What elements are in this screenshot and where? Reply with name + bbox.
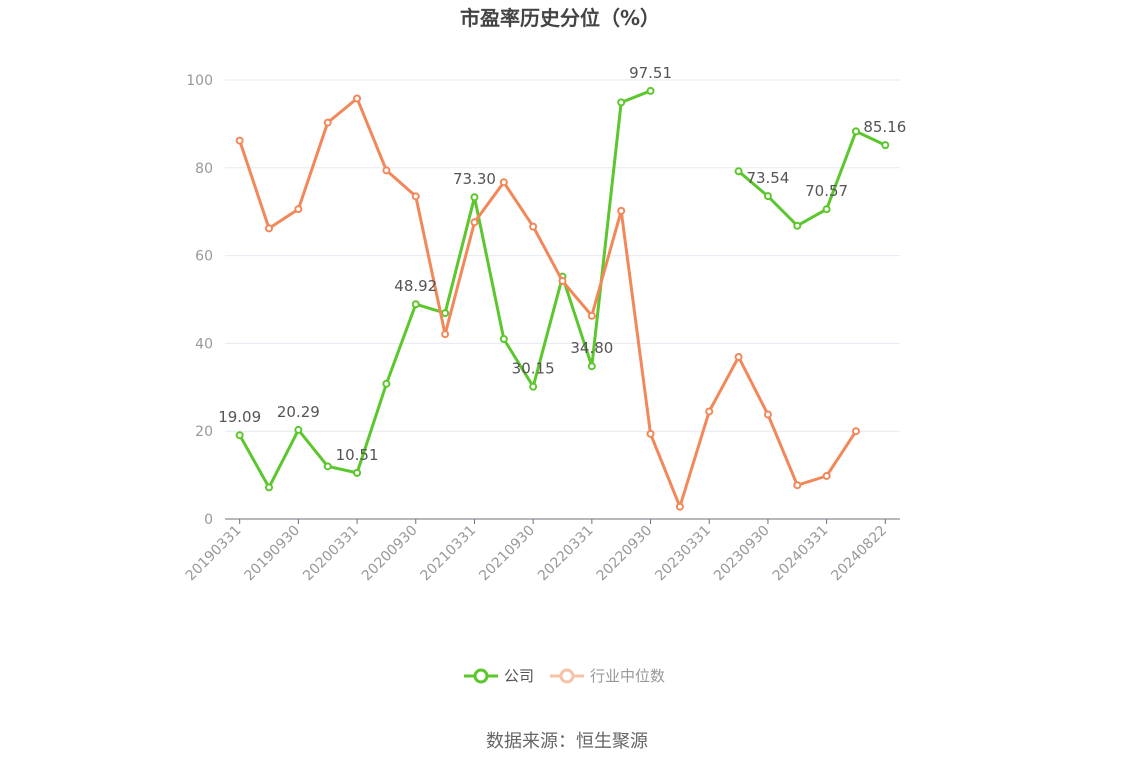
- data-point[interactable]: [617, 98, 626, 107]
- data-point[interactable]: [646, 429, 655, 438]
- data-point[interactable]: [646, 86, 655, 95]
- y-tick-label: 100: [186, 73, 213, 89]
- y-tick-label: 0: [204, 512, 213, 528]
- x-tick-label: 20200331: [300, 523, 362, 585]
- x-tick-label: 20210331: [418, 523, 480, 585]
- data-point[interactable]: [235, 136, 244, 145]
- data-point[interactable]: [881, 141, 890, 150]
- data-source: 数据来源：恒生聚源: [486, 731, 648, 752]
- x-tick-label: 20200930: [359, 523, 421, 585]
- data-point[interactable]: [265, 483, 274, 492]
- data-point[interactable]: [499, 178, 508, 187]
- data-point[interactable]: [822, 205, 831, 214]
- legend-company-label: 公司: [504, 667, 534, 685]
- data-point[interactable]: [382, 379, 391, 388]
- series-lines: [235, 86, 890, 511]
- legend-item-company[interactable]: 公司: [464, 667, 534, 685]
- y-tick-label: 60: [195, 249, 213, 265]
- data-point[interactable]: [587, 311, 596, 320]
- data-point[interactable]: [734, 167, 743, 176]
- data-point[interactable]: [675, 502, 684, 511]
- data-point[interactable]: [763, 410, 772, 419]
- data-point[interactable]: [470, 218, 479, 227]
- data-label: 10.51: [336, 446, 379, 464]
- data-point[interactable]: [529, 222, 538, 231]
- x-tick-label: 20190331: [183, 523, 245, 585]
- x-tick-label: 20240331: [770, 523, 832, 585]
- data-point[interactable]: [499, 335, 508, 344]
- series-line-0: [238, 89, 886, 489]
- data-point[interactable]: [617, 206, 626, 215]
- x-tick-label: 20230331: [652, 523, 714, 585]
- legend-company-marker: [473, 668, 489, 684]
- axes: 0 20 40 60 80 100 2019033120190930202003312020…: [183, 73, 900, 584]
- data-label: 19.09: [218, 408, 261, 426]
- data-label: 97.51: [629, 64, 672, 82]
- data-point[interactable]: [441, 309, 450, 318]
- data-point[interactable]: [470, 193, 479, 202]
- x-tick-label: 20240822: [828, 523, 890, 585]
- data-point[interactable]: [235, 431, 244, 440]
- x-tick-label: 20230930: [711, 523, 773, 585]
- series-1: [235, 94, 860, 511]
- legend-industry-label: 行业中位数: [590, 667, 665, 685]
- x-tick-label: 20210930: [476, 523, 538, 585]
- grid: [225, 79, 900, 432]
- data-label: 48.92: [394, 277, 437, 295]
- data-point[interactable]: [734, 353, 743, 362]
- legend-industry-marker: [559, 668, 575, 684]
- data-point[interactable]: [851, 427, 860, 436]
- y-tick-label: 40: [195, 336, 213, 352]
- data-point[interactable]: [705, 407, 714, 416]
- series-line-1: [238, 96, 858, 509]
- data-label: 70.57: [805, 182, 848, 200]
- data-point[interactable]: [411, 300, 420, 309]
- x-tick-label: 20220331: [535, 523, 597, 585]
- data-point[interactable]: [529, 382, 538, 391]
- x-tick-label: 20220930: [594, 523, 656, 585]
- legend-item-industry-median[interactable]: 行业中位数: [550, 667, 665, 685]
- data-label: 85.16: [863, 118, 906, 136]
- legend[interactable]: 公司 行业中位数: [464, 667, 665, 685]
- data-labels: 19.09 20.29 10.51 48.92 73.30 30.15 34.80 97.51…: [218, 64, 906, 464]
- data-point[interactable]: [793, 481, 802, 490]
- data-point[interactable]: [265, 224, 274, 233]
- data-point[interactable]: [323, 462, 332, 471]
- data-label: 20.29: [277, 403, 320, 421]
- data-point[interactable]: [851, 127, 860, 136]
- data-point[interactable]: [411, 192, 420, 201]
- data-point[interactable]: [793, 221, 802, 230]
- data-point[interactable]: [353, 468, 362, 477]
- y-tick-label: 20: [195, 424, 213, 440]
- data-point[interactable]: [763, 192, 772, 201]
- data-point[interactable]: [382, 166, 391, 175]
- data-point[interactable]: [294, 205, 303, 214]
- data-label: 73.54: [746, 169, 789, 187]
- data-label: 30.15: [512, 360, 555, 378]
- y-tick-label: 80: [195, 161, 213, 177]
- data-point[interactable]: [587, 362, 596, 371]
- x-tick-label: 20190930: [241, 523, 303, 585]
- chart-title: 市盈率历史分位（%）: [460, 6, 660, 30]
- data-label: 34.80: [570, 339, 613, 357]
- series-0: [235, 86, 890, 492]
- data-point[interactable]: [822, 471, 831, 480]
- data-point[interactable]: [323, 118, 332, 127]
- data-point[interactable]: [294, 425, 303, 434]
- data-point[interactable]: [441, 330, 450, 339]
- data-point[interactable]: [558, 277, 567, 286]
- data-point[interactable]: [353, 94, 362, 103]
- data-label: 73.30: [453, 170, 496, 188]
